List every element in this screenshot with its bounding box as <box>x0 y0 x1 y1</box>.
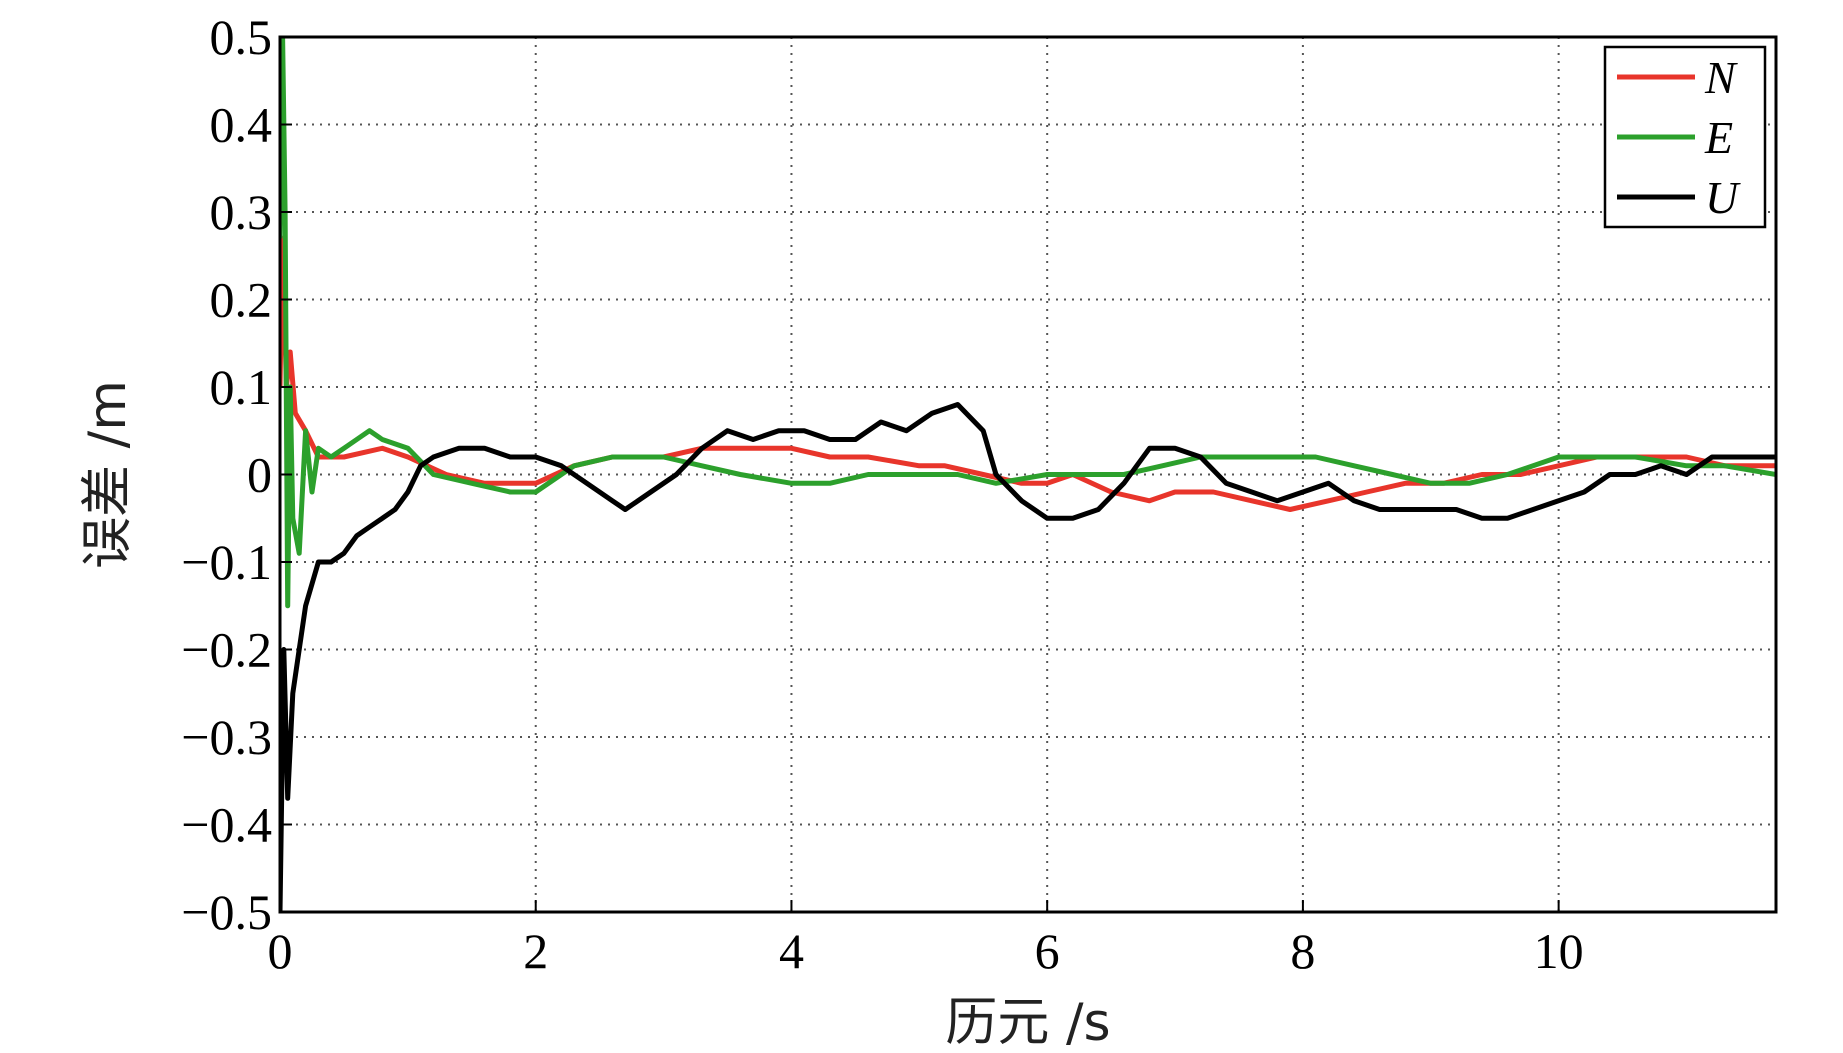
y-axis-title: 误差 /m <box>78 380 138 569</box>
y-tick-label: −0.3 <box>181 709 272 765</box>
y-tick-label: 0.3 <box>210 184 273 240</box>
x-tick-label: 10 <box>1534 923 1584 979</box>
legend-label-U: U <box>1705 172 1741 223</box>
grid-layer <box>280 37 1776 912</box>
y-tick-label: 0.4 <box>210 97 273 153</box>
x-tick-label: 8 <box>1290 923 1315 979</box>
x-tick-label: 4 <box>779 923 804 979</box>
y-tick-label: −0.1 <box>181 534 272 590</box>
ticks-layer: 0 2 4 6 8 10 0.5 0.4 0.3 0.2 0.1 0 −0.1 −0.2 −0.3 −0.4 −… <box>181 9 1583 979</box>
legend-label-E: E <box>1704 112 1733 163</box>
x-tick-label: 6 <box>1035 923 1060 979</box>
y-tick-label: −0.2 <box>181 622 272 678</box>
y-tick-label: −0.4 <box>181 797 272 853</box>
y-tick-label: 0.1 <box>210 359 273 415</box>
legend: NEU <box>1603 45 1767 229</box>
series-line-E <box>280 37 1776 609</box>
y-tick-label: 0.2 <box>210 272 273 328</box>
series-layer <box>280 37 1776 912</box>
legend-label-N: N <box>1704 52 1738 103</box>
x-tick-label: 0 <box>268 923 293 979</box>
series-line-U <box>280 402 1776 912</box>
y-tick-label: 0.5 <box>210 9 273 65</box>
series-line-N <box>280 235 1776 512</box>
x-tick-label: 2 <box>523 923 548 979</box>
y-tick-label: −0.5 <box>181 884 272 940</box>
x-axis-title: 历元 /s <box>945 993 1110 1053</box>
y-tick-label: 0 <box>247 447 272 503</box>
